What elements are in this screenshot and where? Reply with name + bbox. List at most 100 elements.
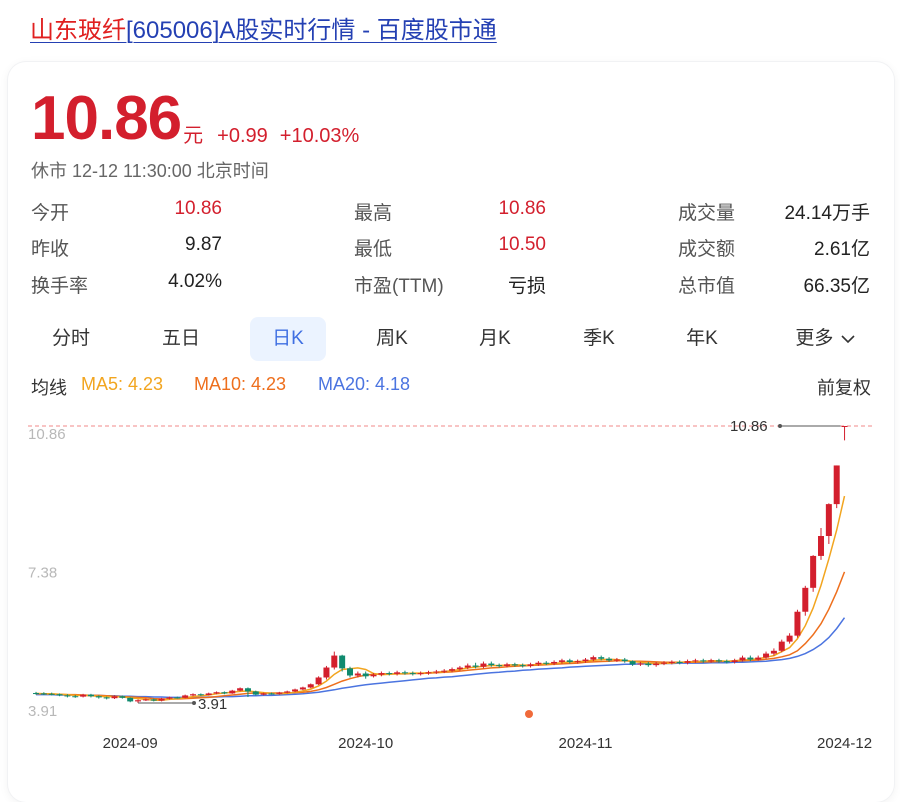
stat-value: 10.86 [498, 198, 546, 219]
tab-more[interactable]: 更多 [780, 317, 870, 361]
ma5-value: MA5: 4.23 [81, 374, 164, 394]
candle-body [268, 693, 275, 695]
candle-body [558, 660, 565, 662]
candle-body [386, 673, 393, 675]
price-change-percent: +10.03% [279, 125, 360, 147]
stat-label: 成交额 [678, 239, 736, 260]
stat-label: 昨收 [31, 239, 70, 260]
candle-body [519, 665, 526, 667]
candles [33, 426, 848, 703]
candle-body [221, 692, 228, 694]
min-price-label: 3.91 [198, 696, 227, 713]
candle-body [339, 655, 346, 669]
candle-body [174, 697, 181, 699]
candle-body [543, 662, 550, 664]
candle-body [708, 660, 715, 662]
candlestick-chart[interactable]: 10.86 7.38 3.91 10.86 3.91 2024-09 2024-10 2024… [28, 410, 873, 755]
candle-body [841, 426, 848, 427]
candle-body [111, 696, 118, 699]
stat-label: 换手率 [31, 276, 89, 297]
tab-five-day[interactable]: 五日 [161, 328, 200, 349]
y-tick-label: 3.91 [28, 703, 57, 720]
tab-weekly-k[interactable]: 周K [376, 328, 408, 349]
candle-body [645, 663, 652, 666]
stat-label: 总市值 [678, 276, 736, 297]
candle-body [590, 657, 597, 660]
candle-body [692, 660, 699, 662]
tab-yearly-k[interactable]: 年K [686, 328, 718, 349]
tab-quarterly-k[interactable]: 季K [583, 328, 615, 349]
candle-body [676, 661, 683, 663]
tab-daily-k[interactable]: 日K [250, 317, 326, 361]
candle-body [292, 689, 299, 692]
candle-body [833, 465, 840, 505]
candle-body [284, 691, 291, 693]
current-price: 10.86 [31, 84, 182, 153]
tab-monthly-k[interactable]: 月K [479, 328, 511, 349]
stat-value: 亏损 [507, 276, 546, 297]
candle-body [723, 661, 730, 663]
price-unit: 元 [183, 125, 204, 147]
candle-body [496, 665, 503, 667]
candle-body [598, 657, 605, 659]
candle-body [362, 673, 369, 677]
candle-body [700, 660, 707, 662]
candle-body [504, 664, 510, 666]
candle-body [574, 661, 581, 663]
candle-body [33, 693, 39, 695]
candle-body [150, 699, 157, 701]
candle-body [182, 695, 189, 698]
candle-body [778, 641, 785, 651]
ma10-value: MA10: 4.23 [194, 374, 287, 394]
candle-body [770, 650, 777, 654]
candle-body [260, 693, 267, 695]
max-price-label: 10.86 [730, 418, 768, 435]
candle-body [810, 555, 817, 588]
tab-intraday[interactable]: 分时 [51, 328, 90, 349]
candle-body [40, 693, 47, 695]
candle-body [653, 663, 660, 666]
candle-body [307, 684, 314, 688]
ma20-line [36, 617, 846, 699]
candle-body [566, 660, 573, 662]
stat-label: 最高 [354, 203, 393, 224]
candle-body [354, 673, 361, 676]
event-marker-dot [525, 710, 533, 718]
candle-body [394, 672, 401, 674]
candle-body [48, 693, 55, 695]
page-title[interactable]: 山东玻纤[605006]A股实时行情 - 百度股市通 [30, 10, 497, 45]
candle-body [606, 658, 613, 661]
y-tick-label: 7.38 [28, 565, 57, 582]
page-title-highlight[interactable]: 山东玻纤 [30, 17, 126, 44]
candle-body [825, 504, 832, 537]
page-title-rest[interactable]: [605006]A股实时行情 - 百度股市通 [126, 17, 497, 44]
candle-body [731, 660, 738, 662]
candle-body [205, 693, 212, 696]
price-adjust-toggle[interactable]: 前复权 [817, 378, 871, 398]
candle-body [637, 663, 644, 665]
candle-body [127, 697, 134, 702]
candle-body [378, 673, 385, 675]
candle-body [629, 661, 636, 665]
candle-body [818, 536, 824, 556]
price-row: 10.86 元 +0.99 +10.03% [31, 88, 359, 150]
ma10-line [36, 571, 846, 700]
candle-body [244, 688, 251, 692]
quote-card [8, 62, 894, 802]
candle-body [715, 660, 722, 662]
candle-body [480, 663, 487, 667]
candle-body [802, 587, 809, 612]
stat-value: 10.50 [498, 234, 546, 255]
candle-body [252, 691, 259, 695]
candle-body [142, 699, 149, 701]
candle-body [668, 661, 675, 663]
candle-body [472, 665, 479, 667]
market-status: 休市 12-12 11:30:00 北京时间 [31, 161, 269, 181]
candle-body [763, 653, 770, 658]
candle-body [794, 611, 801, 636]
candle-body [331, 655, 338, 668]
candle-body [276, 692, 283, 694]
candle-body [166, 697, 173, 699]
ma20-value: MA20: 4.18 [318, 374, 411, 394]
stat-value: 66.35亿 [803, 276, 870, 297]
